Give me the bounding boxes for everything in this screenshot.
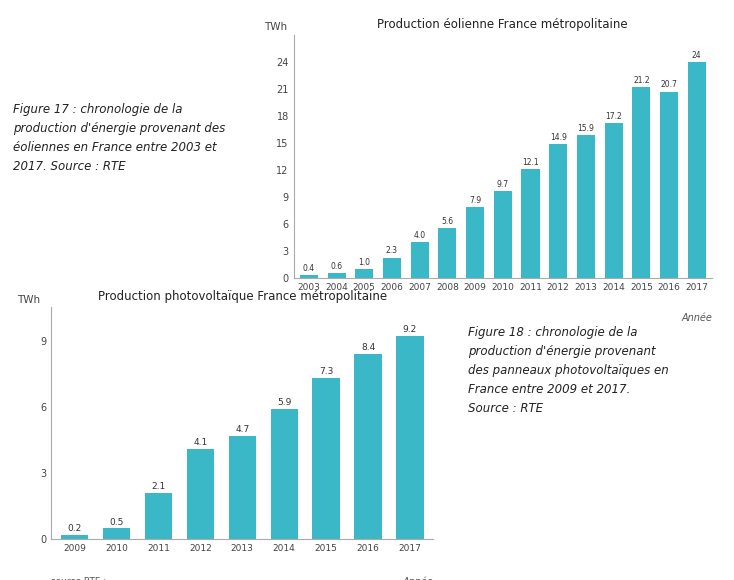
- Bar: [145, 493, 172, 539]
- Text: 7.9: 7.9: [469, 196, 482, 205]
- Text: 24: 24: [692, 50, 702, 60]
- Text: TWh: TWh: [264, 23, 288, 32]
- Text: 5.6: 5.6: [441, 216, 454, 226]
- Bar: [577, 135, 595, 278]
- Text: 4.0: 4.0: [413, 231, 426, 240]
- Bar: [410, 242, 429, 278]
- Text: 0.6: 0.6: [330, 262, 343, 271]
- Bar: [605, 123, 622, 278]
- Bar: [61, 535, 88, 539]
- Bar: [660, 92, 678, 278]
- Bar: [299, 275, 318, 278]
- Bar: [549, 144, 567, 278]
- Text: 12.1: 12.1: [522, 158, 539, 167]
- Text: source RTE :: source RTE :: [51, 577, 106, 580]
- Title: Production photovoltaïque France métropolitaine: Production photovoltaïque France métropo…: [98, 291, 387, 303]
- Bar: [521, 169, 539, 278]
- Bar: [632, 87, 650, 278]
- Text: 4.7: 4.7: [235, 425, 250, 434]
- Bar: [396, 336, 424, 539]
- Bar: [383, 258, 401, 278]
- Bar: [355, 354, 382, 539]
- Text: 2.1: 2.1: [151, 482, 165, 491]
- Title: Production éolienne France métropolitaine: Production éolienne France métropolitain…: [377, 18, 628, 31]
- Text: 4.1: 4.1: [193, 438, 208, 447]
- Text: 21.2: 21.2: [633, 76, 650, 85]
- Text: 9.7: 9.7: [497, 180, 509, 189]
- Text: source RTE :: source RTE :: [294, 313, 349, 321]
- Text: 15.9: 15.9: [578, 124, 595, 133]
- Text: 5.9: 5.9: [277, 398, 291, 407]
- Bar: [103, 528, 130, 539]
- Bar: [313, 378, 340, 539]
- Bar: [228, 436, 256, 539]
- Bar: [688, 62, 706, 278]
- Text: 2.3: 2.3: [386, 246, 398, 255]
- Bar: [494, 191, 512, 278]
- Bar: [327, 273, 346, 278]
- Bar: [438, 228, 457, 278]
- Text: 14.9: 14.9: [550, 133, 567, 142]
- Bar: [355, 269, 374, 278]
- Text: 7.3: 7.3: [319, 367, 333, 376]
- Text: TWh: TWh: [17, 295, 40, 305]
- Bar: [271, 409, 298, 539]
- Text: 0.5: 0.5: [109, 517, 123, 527]
- Text: 20.7: 20.7: [661, 81, 677, 89]
- Text: 17.2: 17.2: [606, 112, 622, 121]
- Text: 0.4: 0.4: [303, 263, 315, 273]
- Text: 1.0: 1.0: [358, 258, 370, 267]
- Text: 0.2: 0.2: [68, 524, 81, 533]
- Text: 8.4: 8.4: [361, 343, 375, 352]
- Text: Figure 17 : chronologie de la
production d'énergie provenant des
éoliennes en Fr: Figure 17 : chronologie de la production…: [12, 103, 225, 173]
- Bar: [466, 207, 484, 278]
- Text: Année: Année: [681, 313, 712, 322]
- Text: 9.2: 9.2: [403, 325, 417, 334]
- Text: Année: Année: [402, 577, 433, 580]
- Bar: [186, 449, 214, 539]
- Text: Figure 18 : chronologie de la
production d'énergie provenant
des panneaux photov: Figure 18 : chronologie de la production…: [468, 326, 669, 415]
